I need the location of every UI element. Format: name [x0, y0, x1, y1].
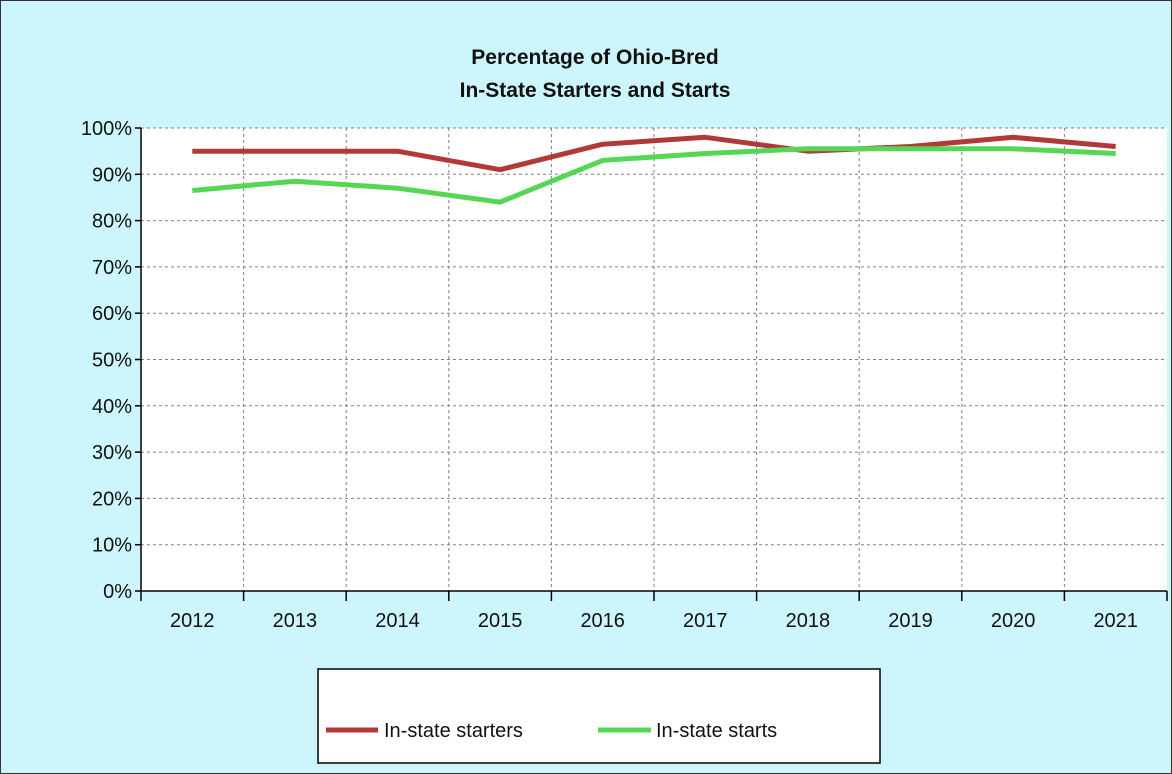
x-tick-label: 2013: [273, 610, 318, 632]
y-tick-label: 0%: [103, 581, 132, 603]
x-tick-label: 2019: [888, 610, 933, 632]
y-tick-label: 100%: [81, 118, 132, 140]
y-tick-label: 50%: [92, 350, 132, 372]
x-tick-label: 2020: [991, 610, 1036, 632]
legend-label-in-state-starts: In-state starts: [656, 720, 777, 742]
y-tick-label: 80%: [92, 211, 132, 233]
y-tick-label: 40%: [92, 396, 132, 418]
x-tick-label: 2017: [683, 610, 728, 632]
y-tick-label: 60%: [92, 303, 132, 325]
x-tick-label: 2021: [1093, 610, 1138, 632]
x-tick-label: 2018: [786, 610, 831, 632]
legend-label-in-state-starters: In-state starters: [384, 720, 523, 742]
y-tick-label: 70%: [92, 257, 132, 279]
legend-box: [318, 669, 880, 763]
x-tick-label: 2012: [170, 610, 215, 632]
x-tick-label: 2015: [478, 610, 523, 632]
x-tick-label: 2014: [375, 610, 420, 632]
chart-title-line-2: In-State Starters and Starts: [460, 79, 731, 102]
legend: In-state starters In-state starts: [318, 669, 880, 763]
y-tick-label: 90%: [92, 164, 132, 186]
y-tick-label: 30%: [92, 442, 132, 464]
x-tick-label: 2016: [580, 610, 625, 632]
y-tick-label: 10%: [92, 535, 132, 557]
chart-title-line-1: Percentage of Ohio-Bred: [471, 46, 718, 69]
y-tick-label: 20%: [92, 488, 132, 510]
